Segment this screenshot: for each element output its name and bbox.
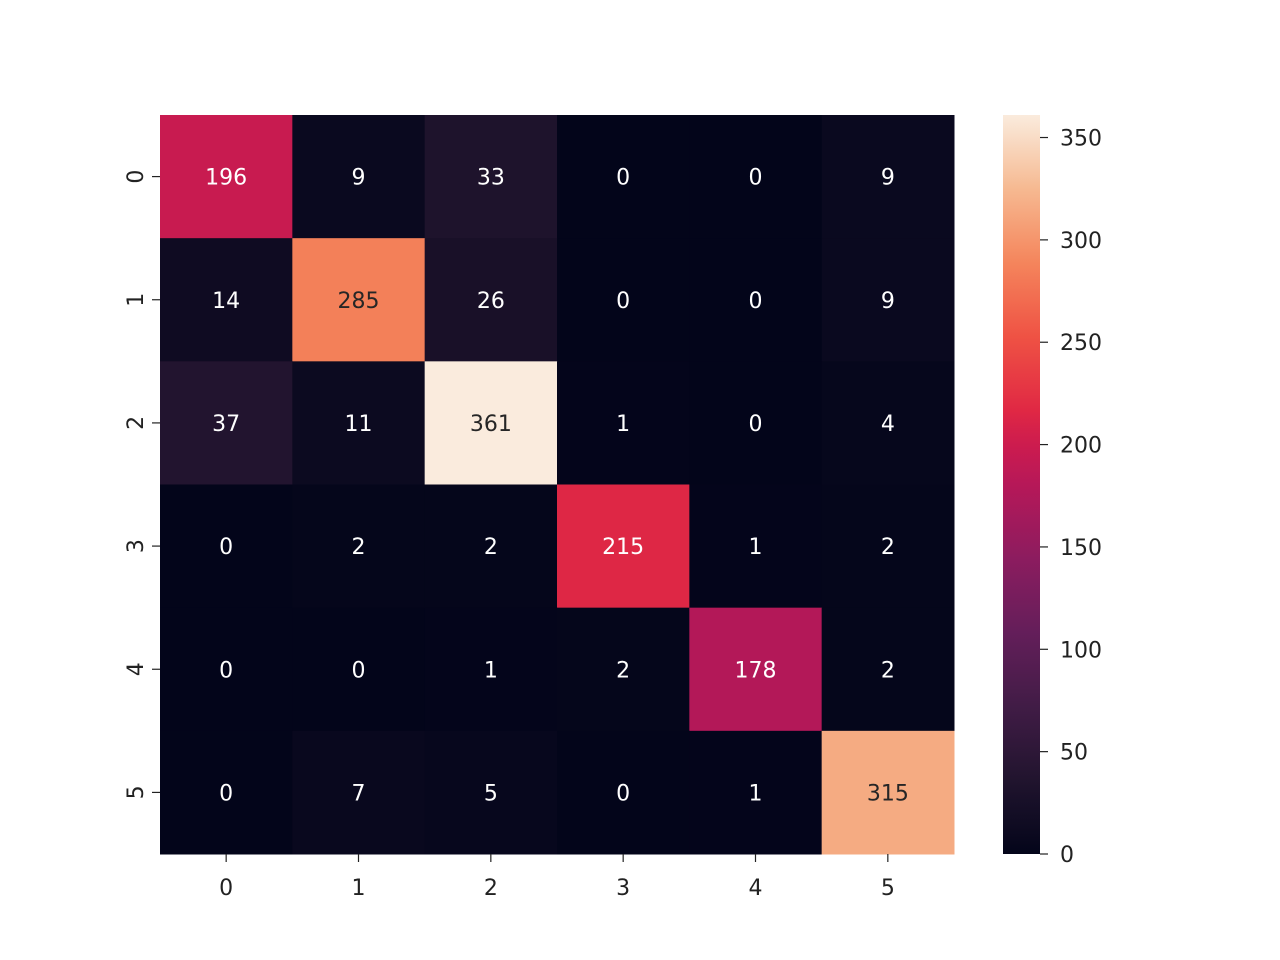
cell-value-r2-c2: 361 — [470, 412, 512, 437]
heatmap-cell-r3-c0 — [160, 484, 293, 609]
heatmap-cell-r2-c4 — [689, 361, 823, 485]
x-tick-label-3: 3 — [616, 876, 630, 901]
heatmap-cell-r0-c2 — [424, 115, 558, 239]
heatmap-cell-r5-c3 — [557, 730, 690, 855]
heatmap-cell-r4-c3 — [557, 607, 690, 732]
heatmap-cell-r1-c1 — [292, 238, 426, 362]
heatmap-cell-labels: 196 9 33 0 0 914 285 26 0 0 937 11 361 1 0 40 2 2 215 1 20 0 1… — [205, 166, 909, 807]
heatmap-cell-r1-c0 — [160, 238, 293, 362]
heatmap-cell-r0-c1 — [292, 115, 426, 239]
heatmap-cell-r3-c5 — [821, 484, 955, 609]
cell-value-r5-c3: 0 — [616, 781, 630, 806]
cell-value-r4-c0: 0 — [219, 658, 233, 683]
cell-value-r2-c5: 4 — [881, 412, 895, 437]
heatmap-cell-r0-c4 — [689, 115, 823, 239]
heatmap-cell-r0-c5 — [821, 115, 955, 239]
heatmap-cell-r5-c0 — [160, 730, 293, 855]
cell-value-r1-c0: 14 — [212, 289, 240, 314]
cell-value-r3-c4: 1 — [749, 535, 763, 560]
cell-value-r5-c5: 315 — [867, 781, 909, 806]
cell-value-r3-c2: 2 — [484, 535, 498, 560]
cell-value-r1-c1: 285 — [338, 289, 380, 314]
heatmap-cell-r1-c3 — [557, 238, 690, 362]
cell-value-r4-c5: 2 — [881, 658, 895, 683]
heatmap-cell-r4-c2 — [424, 607, 558, 732]
cell-value-r2-c4: 0 — [749, 412, 763, 437]
heatmap-cell-r5-c1 — [292, 730, 426, 855]
cell-value-r3-c0: 0 — [219, 535, 233, 560]
y-tick-label-1: 1 — [124, 293, 149, 307]
heatmap-cell-r2-c1 — [292, 361, 426, 485]
heatmap-cell-r4-c1 — [292, 607, 426, 732]
cell-value-r0-c3: 0 — [616, 166, 630, 191]
y-tick-label-4: 4 — [124, 662, 149, 676]
heatmap-cell-r4-c4 — [689, 607, 823, 732]
heatmap-cell-r3-c1 — [292, 484, 426, 609]
colorbar-tick-label-0: 0 — [1060, 843, 1074, 868]
cell-value-r4-c2: 1 — [484, 658, 498, 683]
heatmap-cell-r3-c4 — [689, 484, 823, 609]
heatmap-cell-r5-c4 — [689, 730, 823, 855]
cell-value-r4-c1: 0 — [352, 658, 366, 683]
y-tick-label-2: 2 — [124, 416, 149, 430]
cell-value-r2-c3: 1 — [616, 412, 630, 437]
heatmap-cell-r1-c4 — [689, 238, 823, 362]
cell-value-r2-c0: 37 — [212, 412, 240, 437]
x-tick-label-0: 0 — [219, 876, 233, 901]
heatmap-cell-r2-c5 — [821, 361, 955, 485]
cell-value-r3-c3: 215 — [602, 535, 644, 560]
cell-value-r5-c2: 5 — [484, 781, 498, 806]
heatmap-cell-r1-c5 — [821, 238, 955, 362]
y-tick-label-5: 5 — [124, 785, 149, 799]
heatmap-cell-r4-c0 — [160, 607, 293, 732]
cell-value-r3-c5: 2 — [881, 535, 895, 560]
cell-value-r5-c0: 0 — [219, 781, 233, 806]
x-tick-label-4: 4 — [749, 876, 763, 901]
cell-value-r0-c0: 196 — [205, 166, 247, 191]
cell-value-r2-c1: 11 — [345, 412, 373, 437]
heatmap-cells — [160, 115, 955, 855]
heatmap-cell-r0-c3 — [557, 115, 690, 239]
cell-value-r0-c1: 9 — [352, 166, 366, 191]
cell-value-r1-c2: 26 — [477, 289, 505, 314]
cell-value-r3-c1: 2 — [352, 535, 366, 560]
cell-value-r0-c4: 0 — [749, 166, 763, 191]
heatmap-cell-r3-c2 — [424, 484, 558, 609]
heatmap-cell-r0-c0 — [160, 115, 293, 239]
x-tick-label-1: 1 — [352, 876, 366, 901]
heatmap-cell-r2-c3 — [557, 361, 690, 485]
heatmap-cell-r4-c5 — [821, 607, 955, 732]
cell-value-r5-c1: 7 — [352, 781, 366, 806]
colorbar: 0 50 100 150 200 250 300 350 — [1003, 115, 1102, 868]
colorbar-tick-label-3: 150 — [1060, 536, 1102, 561]
x-tick-label-2: 2 — [484, 876, 498, 901]
cell-value-r5-c4: 1 — [749, 781, 763, 806]
colorbar-tick-label-4: 200 — [1060, 434, 1102, 459]
heatmap-cell-r5-c2 — [424, 730, 558, 855]
cell-value-r0-c5: 9 — [881, 166, 895, 191]
cell-value-r0-c2: 33 — [477, 166, 505, 191]
heatmap-cell-r5-c5 — [821, 730, 955, 855]
cell-value-r4-c3: 2 — [616, 658, 630, 683]
colorbar-bar — [1003, 115, 1040, 854]
heatmap-cell-r2-c0 — [160, 361, 293, 485]
heatmap-cell-r3-c3 — [557, 484, 690, 609]
cell-value-r4-c4: 178 — [735, 658, 777, 683]
heatmap-cell-r1-c2 — [424, 238, 558, 362]
y-tick-label-3: 3 — [124, 539, 149, 553]
colorbar-tick-label-7: 350 — [1060, 127, 1102, 152]
heatmap-cell-r2-c2 — [424, 361, 558, 485]
x-axis: 0 1 2 3 4 5 — [219, 854, 895, 901]
colorbar-tick-label-2: 100 — [1060, 638, 1102, 663]
y-axis: 0 1 2 3 4 5 — [124, 170, 160, 799]
x-tick-label-5: 5 — [881, 876, 895, 901]
colorbar-tick-label-1: 50 — [1060, 741, 1088, 766]
colorbar-tick-label-6: 300 — [1060, 229, 1102, 254]
cell-value-r1-c4: 0 — [749, 289, 763, 314]
y-tick-label-0: 0 — [124, 170, 149, 184]
colorbar-tick-label-5: 250 — [1060, 331, 1102, 356]
cell-value-r1-c5: 9 — [881, 289, 895, 314]
cell-value-r1-c3: 0 — [616, 289, 630, 314]
